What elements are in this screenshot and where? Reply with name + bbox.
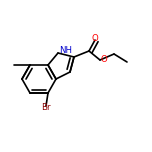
Text: Br: Br [41,103,51,112]
Text: NH: NH [59,46,72,55]
Text: O: O [92,34,98,43]
Text: O: O [101,55,108,64]
